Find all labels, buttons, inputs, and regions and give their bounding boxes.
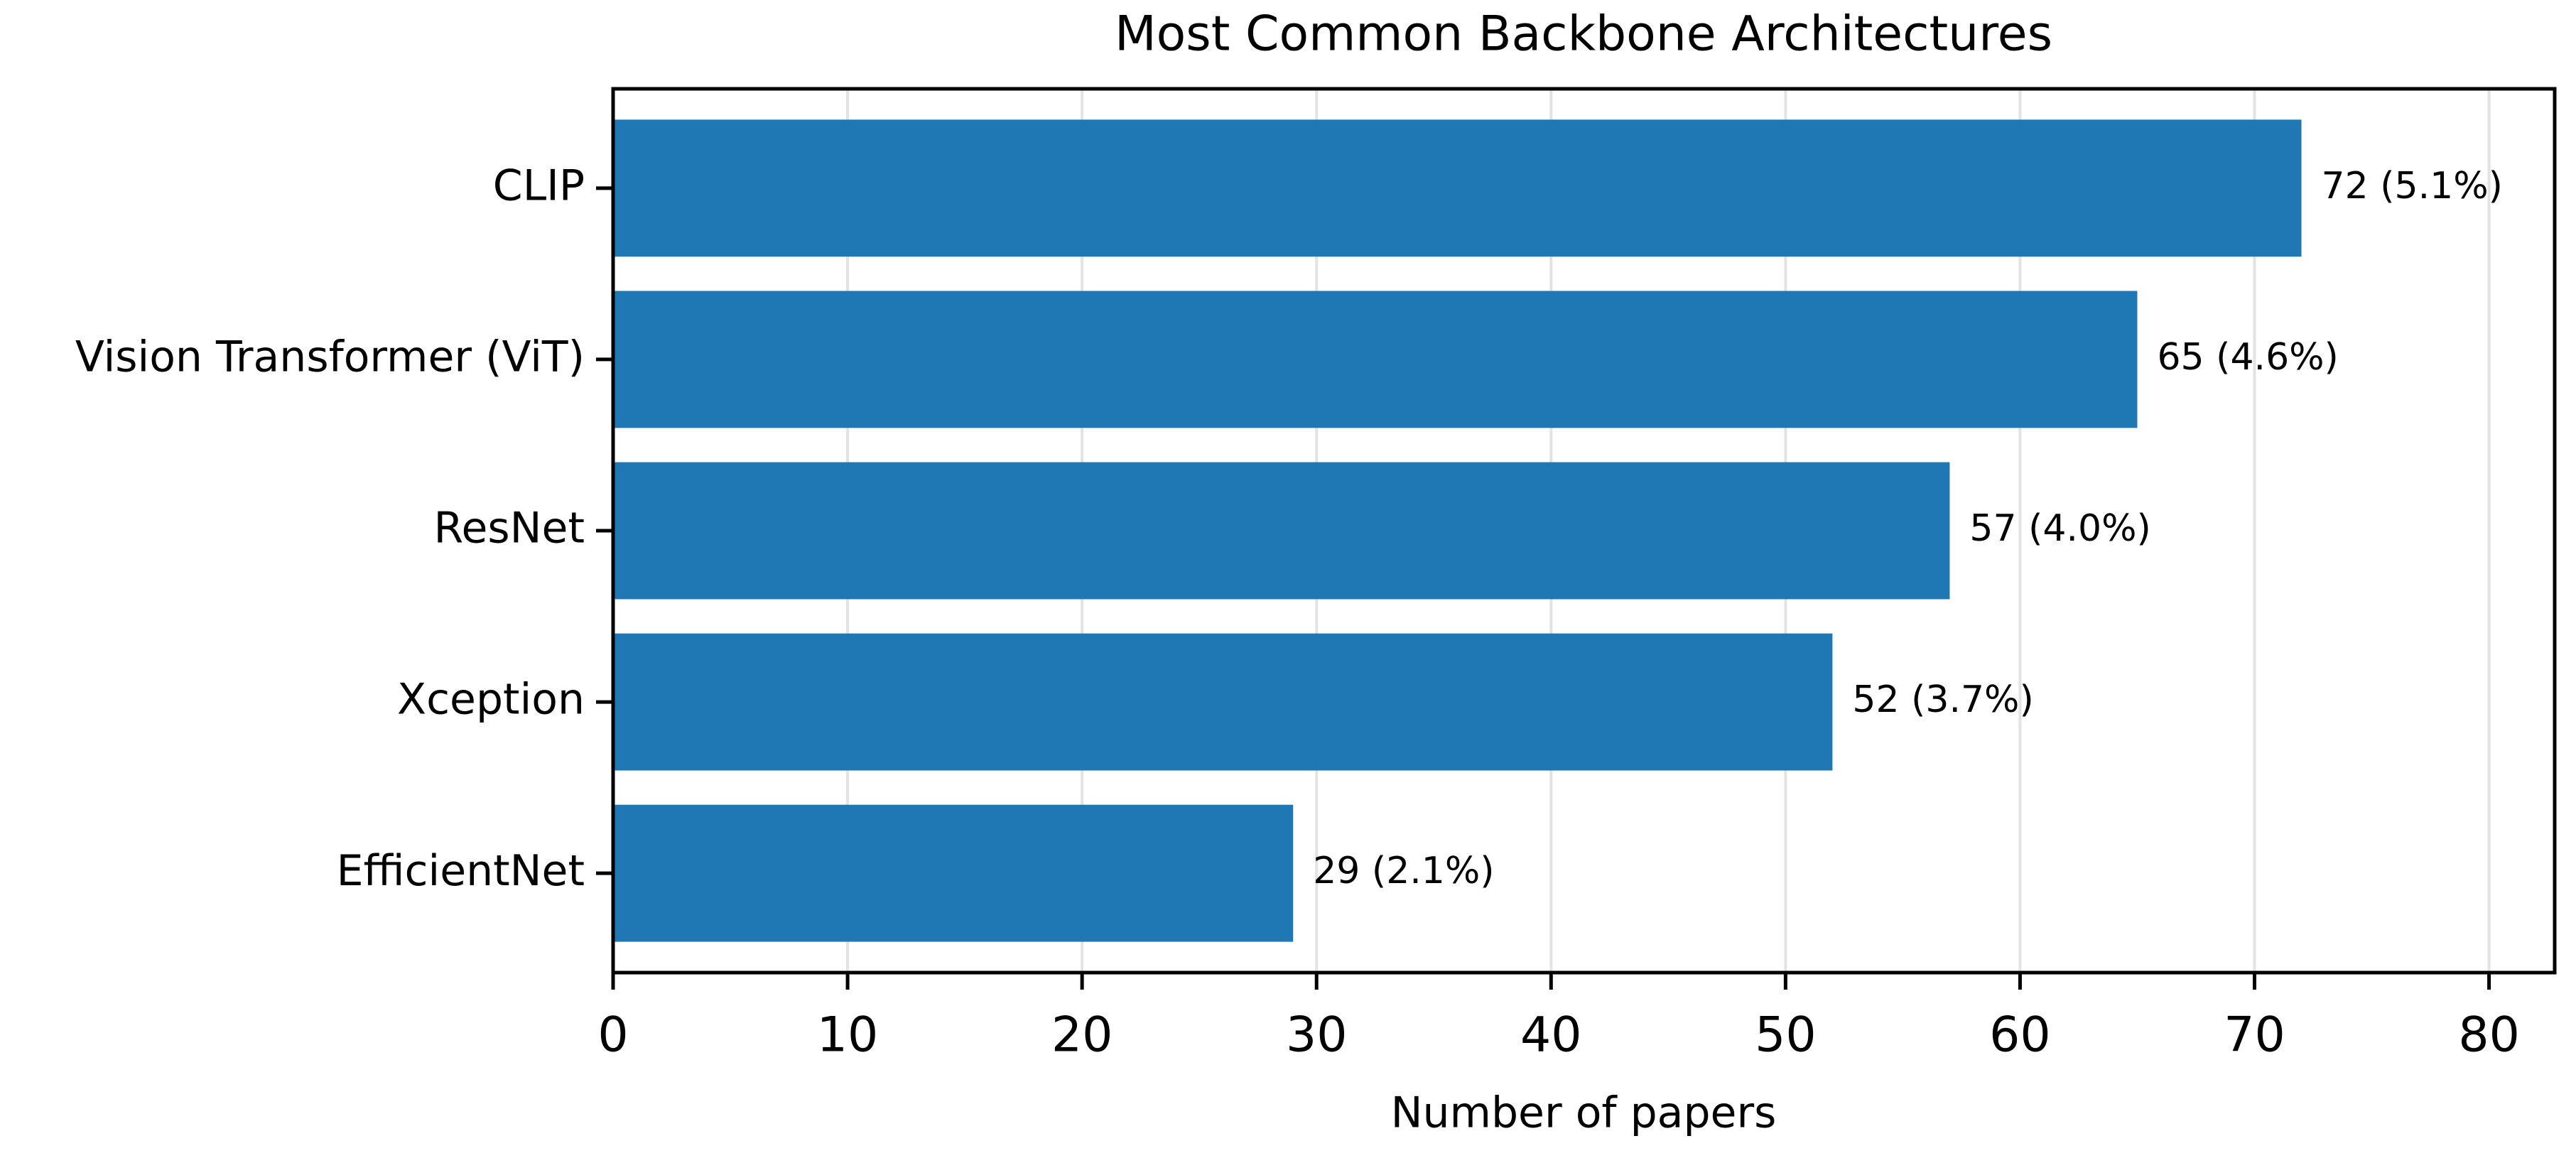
bar (613, 804, 1294, 942)
x-tick-label: 10 (817, 1007, 879, 1064)
value-label: 52 (3.7%) (1852, 678, 2033, 721)
x-axis-label: Number of papers (1391, 1088, 1777, 1138)
x-tick-label: 80 (2458, 1007, 2520, 1064)
y-tick-label: ResNet (434, 504, 585, 553)
bar (613, 119, 2302, 257)
x-tick-label: 70 (2224, 1007, 2285, 1064)
plot-frame (611, 87, 2557, 975)
x-tick-label: 30 (1286, 1007, 1348, 1064)
x-tick-label: 40 (1520, 1007, 1582, 1064)
value-label: 29 (2.1%) (1313, 850, 1494, 892)
bar (613, 462, 1950, 600)
x-tick-label: 60 (1989, 1007, 2051, 1064)
y-tick-label: CLIP (493, 161, 585, 210)
chart-title: Most Common Backbone Architectures (1115, 6, 2052, 63)
bar (613, 633, 1833, 771)
y-tick-label: EfficientNet (337, 846, 585, 896)
y-tick-label: Vision Transformer (ViT) (75, 332, 585, 382)
value-label: 72 (5.1%) (2322, 165, 2503, 207)
value-label: 65 (4.6%) (2157, 336, 2338, 379)
bar (613, 291, 2138, 428)
value-label: 57 (4.0%) (1969, 507, 2150, 550)
x-tick-label: 50 (1755, 1007, 1817, 1064)
y-tick-label: Xception (397, 675, 585, 725)
x-tick-label: 20 (1051, 1007, 1113, 1064)
x-tick-label: 0 (597, 1007, 628, 1064)
